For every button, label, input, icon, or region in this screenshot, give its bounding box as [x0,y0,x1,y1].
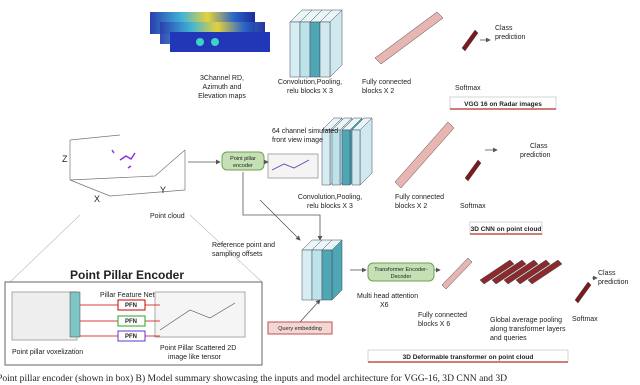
label: prediction [598,279,628,286]
label: relu blocks X 3 [287,88,333,95]
label: Point pillar [230,156,256,162]
label: Convolution,Pooling, [278,79,342,86]
axis-label: X [94,194,100,204]
label: Convolution,Pooling, [298,194,362,201]
label: Class [598,270,616,277]
block-front [309,21,321,78]
points [111,149,136,169]
section-title: VGG 16 on Radar images [464,101,542,108]
label: Reference point and [212,242,275,249]
prism [491,259,527,285]
block-front [319,21,331,78]
pfn: PFN [125,319,137,325]
prism [503,259,539,285]
front-view [267,153,319,179]
label: Softmax [460,203,486,210]
panel-title: Point Pillar Encoder [70,268,184,282]
label: prediction [520,152,550,159]
prism [461,29,479,52]
label: Decoder [391,274,412,280]
block-side [331,239,343,301]
block-side [329,9,343,78]
label: 3Channel RD, [200,75,244,82]
pfn: PFN [125,334,137,340]
label: blocks X 2 [362,88,394,95]
axis-label: Y [160,185,166,195]
label: image like tensor [168,354,222,361]
label: Pillar Feature Net [100,292,155,299]
label: Global average pooling [490,317,562,324]
axes [69,134,186,197]
texts: 3Channel RD, Azimuth and Elevation maps … [0,25,628,384]
label: Fully connected [362,79,411,86]
block-front [321,129,331,186]
pfn: PFN [125,303,137,309]
block-front [341,129,351,186]
label: Fully connected [395,194,444,201]
layout [4,9,598,366]
label: 64 channel simulated [272,128,338,135]
block-front [311,249,323,301]
block-front [331,129,341,186]
label: Point pillar voxelization [12,349,83,356]
prism [374,11,444,65]
label: along transformer layers [490,326,566,333]
label: relu blocks X 3 [307,203,353,210]
label: encoder [233,163,253,169]
radar-map [170,32,270,52]
label: Softmax [572,316,598,323]
prism [394,121,455,189]
label: front view image [272,137,323,144]
axis-label: Z [62,154,68,164]
caption: Point pillar encoder (shown in box) B) M… [0,373,507,384]
prism [479,259,515,285]
label: Fully connected [418,312,467,319]
label: and queries [490,335,527,342]
label: Elevation maps [198,93,246,100]
prism [464,159,482,182]
label: prediction [495,34,525,41]
label: Point Pillar Scattered 2D [160,345,236,352]
block-front [321,249,333,301]
prism [574,281,592,304]
section-title: 3D Deformable transformer on point cloud [403,354,534,361]
label: Query embedding [278,326,322,332]
prism [515,259,551,285]
prism [441,257,473,290]
label: Azimuth and [203,84,242,91]
label: Softmax [455,85,481,92]
label: sampling offsets [212,251,263,258]
label: blocks X 2 [395,203,427,210]
label: Class [495,25,513,32]
prism [527,259,563,285]
section-title: 3D CNN on point cloud [471,226,542,233]
block-front [351,129,361,186]
block-front [289,21,301,78]
block-front [301,249,313,301]
label: Class [530,143,548,150]
label: Multi head attention [357,293,418,300]
label: Point cloud [150,213,185,220]
label: blocks X 6 [418,321,450,328]
block-side [359,117,373,186]
label: X6 [380,302,389,309]
label: Transformer Encoder- [374,267,428,273]
block-front [299,21,311,78]
